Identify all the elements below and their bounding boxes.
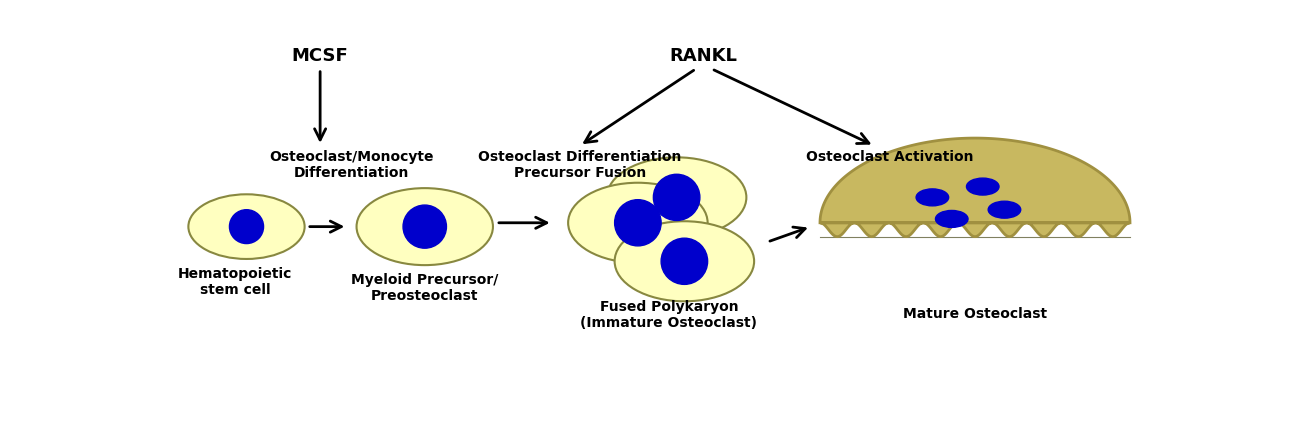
Ellipse shape: [660, 238, 708, 284]
Ellipse shape: [568, 183, 708, 263]
Polygon shape: [820, 138, 1130, 237]
Text: MCSF: MCSF: [292, 47, 348, 65]
Ellipse shape: [606, 157, 747, 238]
Text: Osteoclast/Monocyte
Differentiation: Osteoclast/Monocyte Differentiation: [268, 149, 433, 180]
Ellipse shape: [653, 174, 700, 220]
Ellipse shape: [988, 201, 1020, 218]
Text: RANKL: RANKL: [670, 47, 738, 65]
Ellipse shape: [356, 188, 493, 265]
Text: Osteoclast Differentiation
Precursor Fusion: Osteoclast Differentiation Precursor Fus…: [479, 149, 681, 180]
Ellipse shape: [614, 200, 660, 246]
Ellipse shape: [402, 205, 446, 248]
Text: Hematopoietic
stem cell: Hematopoietic stem cell: [178, 267, 292, 297]
Ellipse shape: [614, 221, 755, 302]
Text: Fused Polykaryon
(Immature Osteoclast): Fused Polykaryon (Immature Osteoclast): [580, 300, 757, 330]
Text: Osteoclast Activation: Osteoclast Activation: [806, 149, 974, 164]
Ellipse shape: [935, 210, 968, 227]
Ellipse shape: [966, 178, 998, 195]
Ellipse shape: [230, 210, 263, 244]
Text: Mature Osteoclast: Mature Osteoclast: [903, 308, 1047, 321]
Ellipse shape: [916, 189, 948, 206]
Text: Myeloid Precursor/
Preosteoclast: Myeloid Precursor/ Preosteoclast: [351, 273, 498, 303]
Ellipse shape: [188, 194, 304, 259]
